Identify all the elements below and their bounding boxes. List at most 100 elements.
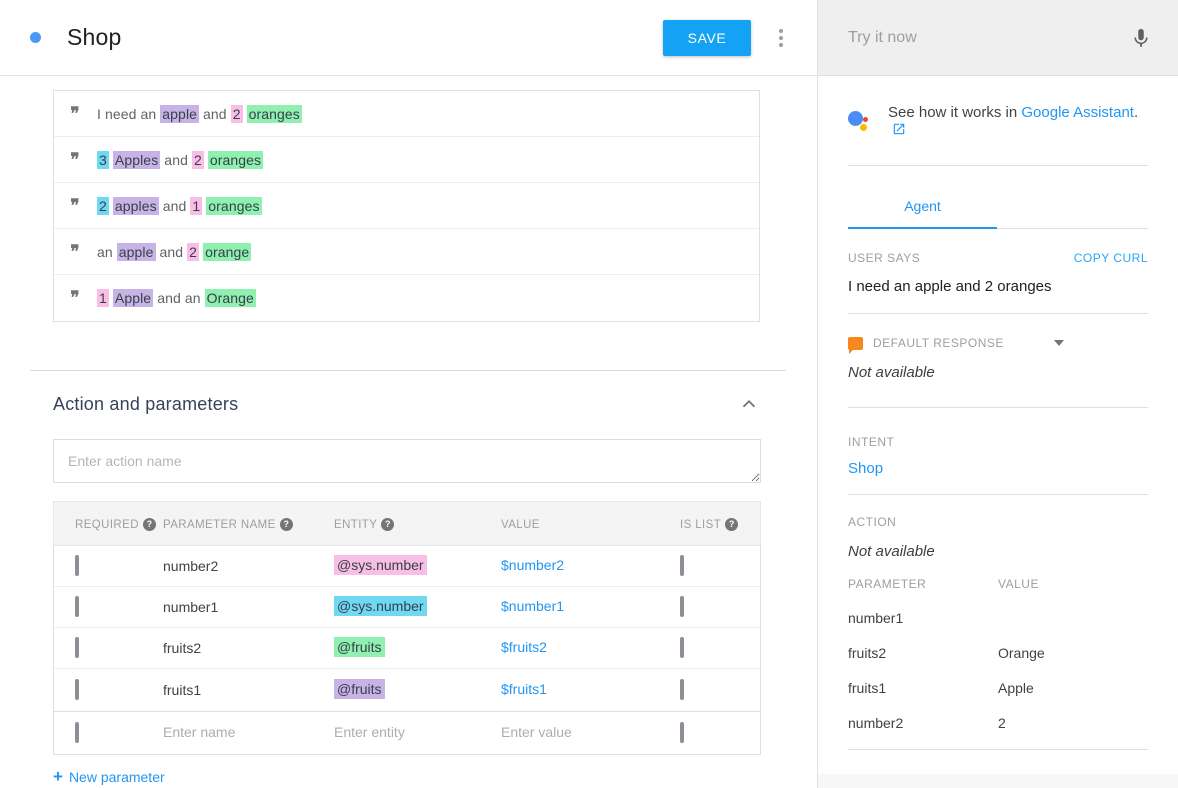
result-parameter-value: Apple xyxy=(998,680,1034,696)
help-icon[interactable]: ? xyxy=(279,517,293,531)
parameter-value-link[interactable]: $number2 xyxy=(501,557,565,573)
entity-badge[interactable]: @fruits xyxy=(334,637,385,657)
parameter-value-input[interactable] xyxy=(501,724,631,740)
entity-highlight[interactable]: apple xyxy=(116,242,156,261)
entity-highlight[interactable]: 2 xyxy=(97,196,109,215)
phrase-text: 2 apples and 1 oranges xyxy=(97,196,262,215)
result-parameter-value: 2 xyxy=(998,715,1006,731)
parameter-column-label: PARAMETER xyxy=(848,577,927,591)
response-bubble-icon xyxy=(848,336,863,354)
phrase-text: 1 Apple and an Orange xyxy=(97,289,256,307)
entity-highlight[interactable]: apples xyxy=(112,196,159,215)
entity-highlight[interactable]: oranges xyxy=(207,150,264,169)
new-parameter-button[interactable]: + New parameter xyxy=(53,768,165,785)
training-phrase-row[interactable]: ❞ 3 Apples and 2 oranges xyxy=(54,137,759,183)
parameter-row: fruits1 @fruits $fruits1 xyxy=(54,669,760,710)
training-phrase-row[interactable]: ❞ 1 Apple and an Orange xyxy=(54,275,759,321)
parameter-row: fruits2 @fruits $fruits2 xyxy=(54,628,760,669)
entity-highlight[interactable]: 2 xyxy=(191,150,204,169)
more-options-icon[interactable] xyxy=(775,25,787,51)
entity-highlight[interactable]: Orange xyxy=(204,289,256,307)
parameters-table-body: number2 @sys.number $number2 number1 @sys.nu… xyxy=(54,546,760,710)
divider xyxy=(848,165,1148,166)
help-icon[interactable]: ? xyxy=(725,517,739,531)
parameter-value-link[interactable]: $fruits1 xyxy=(501,680,547,697)
action-name-input[interactable] xyxy=(53,439,761,483)
intent-link[interactable]: Shop xyxy=(848,460,884,477)
entity-highlight[interactable]: orange xyxy=(203,242,252,261)
training-phrase-row[interactable]: ❞ 2 apples and 1 oranges xyxy=(54,183,759,229)
default-response-label: DEFAULT RESPONSE xyxy=(873,336,1004,350)
entity-highlight[interactable]: apple xyxy=(160,104,200,123)
entity-highlight[interactable]: 2 xyxy=(187,242,200,261)
chevron-up-icon[interactable] xyxy=(738,393,760,415)
entity-highlight[interactable]: 1 xyxy=(190,196,203,215)
is-list-checkbox[interactable] xyxy=(680,555,684,576)
is-list-checkbox[interactable] xyxy=(680,637,684,658)
entity-highlight[interactable]: 3 xyxy=(97,150,109,169)
parameter-value-link[interactable]: $fruits2 xyxy=(501,639,547,655)
intent-label: INTENT xyxy=(848,435,895,449)
microphone-icon[interactable] xyxy=(1130,27,1152,49)
entity-highlight[interactable]: Apples xyxy=(112,150,161,169)
parameter-value-link[interactable]: $number1 xyxy=(501,598,565,614)
entity-badge[interactable]: @fruits xyxy=(334,678,385,699)
entity-highlight[interactable]: oranges xyxy=(246,104,302,123)
try-it-now-bar xyxy=(818,0,1178,76)
is-list-checkbox[interactable] xyxy=(680,722,684,743)
copy-curl-button[interactable]: COPY CURL xyxy=(1073,251,1148,265)
new-parameter-label: New parameter xyxy=(68,768,165,785)
is-list-checkbox[interactable] xyxy=(680,596,684,617)
is-list-checkbox[interactable] xyxy=(680,678,684,700)
required-checkbox[interactable] xyxy=(75,596,79,617)
parameter-name[interactable]: number1 xyxy=(163,599,219,615)
collapsed-section-strip xyxy=(818,774,1178,788)
parameter-name[interactable]: number2 xyxy=(163,558,219,574)
external-link-icon xyxy=(893,123,905,134)
parameter-entity-input[interactable] xyxy=(334,724,464,740)
training-phrase-row[interactable]: ❞ I need an apple and 2 oranges xyxy=(54,91,759,137)
help-icon[interactable]: ? xyxy=(142,517,156,531)
quote-icon: ❞ xyxy=(70,103,80,123)
entity-highlight[interactable]: Apple xyxy=(112,289,154,307)
entity-badge[interactable]: @sys.number xyxy=(334,596,427,616)
required-checkbox[interactable] xyxy=(75,722,79,743)
quote-icon: ❞ xyxy=(70,241,80,261)
try-it-now-panel: See how it works in Google Assistant. Ag… xyxy=(818,0,1178,788)
save-button[interactable]: SAVE xyxy=(663,19,751,56)
required-checkbox[interactable] xyxy=(75,555,79,576)
action-value: Not available xyxy=(848,543,935,560)
parameter-name[interactable]: fruits1 xyxy=(163,681,202,698)
help-icon[interactable]: ? xyxy=(381,517,395,531)
value-column-label: VALUE xyxy=(998,577,1039,591)
result-parameter-row: fruits1 Apple xyxy=(848,661,1148,696)
required-checkbox[interactable] xyxy=(75,678,79,700)
action-block: ACTION Not available xyxy=(848,495,1148,560)
entity-highlight[interactable]: 2 xyxy=(230,104,243,123)
parameter-name-input[interactable] xyxy=(163,724,293,740)
parameters-table-header: REQUIRED? PARAMETER NAME? ENTITY? VALUE IS L… xyxy=(53,501,761,546)
try-it-now-input[interactable] xyxy=(848,28,1130,47)
action-label: ACTION xyxy=(848,515,897,529)
intent-priority-dot[interactable] xyxy=(30,32,41,43)
entity-highlight[interactable]: oranges xyxy=(206,196,262,215)
result-parameter-value: Orange xyxy=(998,645,1045,661)
parameter-name[interactable]: fruits2 xyxy=(163,640,202,656)
dropdown-arrow-icon[interactable] xyxy=(1053,340,1064,346)
google-assistant-link[interactable]: Google Assistant xyxy=(1021,103,1134,121)
entity-highlight[interactable]: 1 xyxy=(97,289,109,307)
assistant-promo-text: See how it works in Google Assistant. xyxy=(888,104,1148,138)
column-header-parameter-name: PARAMETER NAME xyxy=(163,518,276,531)
intent-editor-pane: Shop SAVE ❞ I need an apple and 2 oranges… xyxy=(0,0,818,788)
intent-block: INTENT Shop xyxy=(848,408,1148,495)
result-tabs: Agent xyxy=(848,166,1148,229)
training-phrases-list: ❞ I need an apple and 2 oranges ❞ 3 Apples … xyxy=(53,90,760,322)
result-parameter-row: number1 xyxy=(848,591,1148,626)
required-checkbox[interactable] xyxy=(75,637,79,658)
parameter-row: number2 @sys.number $number2 xyxy=(54,546,760,587)
phrase-text: 3 Apples and 2 oranges xyxy=(97,150,264,169)
tab-agent[interactable]: Agent xyxy=(848,186,997,229)
intent-header: Shop SAVE xyxy=(0,0,817,76)
entity-badge[interactable]: @sys.number xyxy=(334,555,427,575)
training-phrase-row[interactable]: ❞ an apple and 2 orange xyxy=(54,229,759,275)
